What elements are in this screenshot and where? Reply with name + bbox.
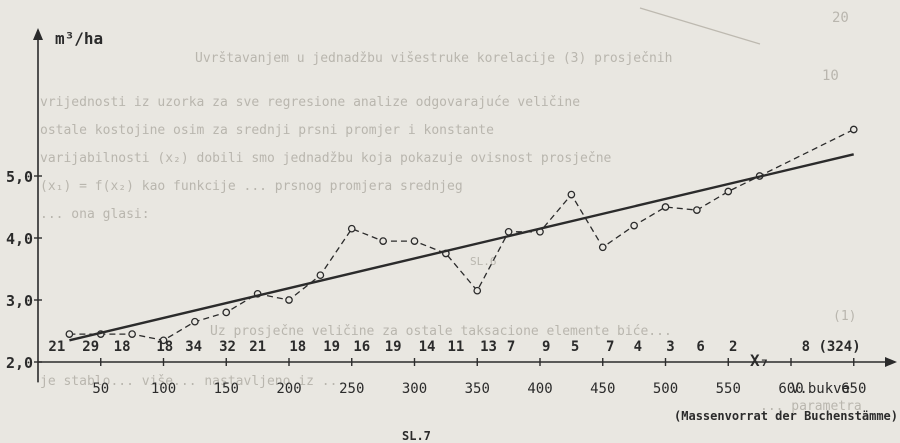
count-label: 5 (571, 339, 579, 355)
x-axis-sublabel: (Massenvorrat der Buchenstämme) (674, 409, 898, 423)
x-axis-arrow (885, 357, 897, 367)
count-label: 16 (353, 339, 370, 355)
x-axis-variable: X₇ (750, 351, 769, 370)
dashed-series-line (69, 128, 854, 341)
data-point (379, 237, 387, 245)
x-tick-label: 350 (465, 381, 490, 397)
count-label: 7 (507, 339, 515, 355)
ghost-text: Uz prosječne veličine za ostale taksacio… (210, 324, 672, 339)
sample-count-labels: 21 29 18 18 34 32 21 18 19 16 19 14 11 13 7 9 5 7 4 3 6 2 8 (3… (48, 339, 860, 355)
count-label: 2 (729, 339, 737, 355)
x-tick-label: 300 (402, 381, 427, 397)
x-axis-ticks: 50 100 150 200 250 300 350 400 450 500 550 600 650 (92, 358, 866, 397)
ghost-text: (x₁) = f(x₂) kao funkcije ... prsnog pro… (40, 179, 463, 194)
count-label: 19 (323, 339, 340, 355)
count-label: 34 (185, 339, 202, 355)
count-label: 4 (634, 339, 642, 355)
y-tick-label: 3,0 (6, 292, 33, 310)
data-point (128, 330, 136, 338)
data-point (567, 190, 576, 199)
count-label: 29 (82, 339, 99, 355)
ghost-text: varijabilnosti (x₂) dobili smo jednadžbu… (40, 151, 612, 166)
data-point (316, 271, 325, 280)
count-label: 21 (249, 339, 266, 355)
x-tick-label: 50 (92, 381, 109, 397)
x-tick-label: 200 (276, 381, 301, 397)
ghost-line (639, 7, 761, 45)
data-point (285, 296, 293, 304)
axes (33, 28, 897, 383)
ghost-text: ... parametra (760, 399, 862, 414)
data-point (661, 203, 670, 211)
x-tick-label: 500 (653, 381, 678, 397)
ghost-text: Uvrštavanjem u jednadžbu višestruke kore… (195, 51, 672, 66)
count-label: 13 (480, 339, 497, 355)
data-point (504, 227, 513, 236)
count-label: 14 (419, 339, 436, 355)
count-label: 11 (447, 339, 464, 355)
x-tick-label: 150 (214, 381, 239, 397)
count-label: 6 (696, 339, 704, 355)
figure-caption: SL.7 (402, 429, 431, 443)
data-point (849, 125, 858, 134)
data-point (630, 221, 638, 230)
count-label: 18 (114, 339, 131, 355)
data-point (159, 336, 168, 345)
y-tick-label: 2,0 (6, 354, 33, 372)
dashed-series (65, 125, 858, 345)
x-tick-label: 550 (716, 381, 741, 397)
count-label: 21 (48, 339, 65, 355)
x-tick-label: 600 (778, 381, 803, 397)
ghost-text: 20 (832, 10, 849, 26)
x-tick-label: 650 (841, 381, 866, 397)
y-tick-label: 5,0 (6, 168, 33, 186)
data-point (65, 330, 74, 338)
y-tick-label: 4,0 (6, 230, 33, 248)
count-label: 18 (156, 339, 173, 355)
x-tick-label: 400 (527, 381, 552, 397)
x-axis-label: V.bukve (791, 381, 850, 397)
y-axis-arrow (33, 28, 43, 40)
x-tick-label: 450 (590, 381, 615, 397)
ghost-text: je stablo... više... nastavljeno iz ... (40, 374, 345, 389)
regression-line (69, 153, 854, 342)
y-axis-label: m³/ha (55, 29, 103, 48)
ghost-text: ostale kostojine osim za srednji prsni p… (40, 123, 494, 138)
data-point (693, 206, 701, 214)
ghost-text: ... ona glasi: (40, 207, 150, 222)
data-point (347, 224, 356, 233)
count-label: 8 (324) (802, 339, 861, 355)
data-point (191, 317, 199, 326)
data-point (724, 187, 733, 196)
ghost-text: vrijednosti iz uzorka za sve regresione … (40, 95, 580, 110)
data-point (410, 237, 419, 245)
count-label: 3 (666, 339, 674, 355)
y-axis-ticks: 2,0 3,0 4,0 5,0 (6, 168, 42, 372)
data-point (222, 308, 231, 317)
show-through-text: 20 10 Uvrštavanjem u jednadžbu višestruk… (40, 7, 862, 414)
data-point (473, 286, 482, 295)
x-tick-label: 250 (339, 381, 364, 397)
count-label: 9 (542, 339, 550, 355)
series (65, 125, 858, 345)
count-label: 18 (289, 339, 306, 355)
count-label: 7 (606, 339, 614, 355)
ghost-text: 10 (822, 68, 839, 84)
x-tick-label: 100 (151, 381, 176, 397)
data-point (598, 243, 607, 252)
ghost-text: (1) (833, 309, 856, 324)
count-label: 32 (219, 339, 236, 355)
ghost-text: SL.6 (470, 255, 497, 268)
count-label: 19 (385, 339, 402, 355)
